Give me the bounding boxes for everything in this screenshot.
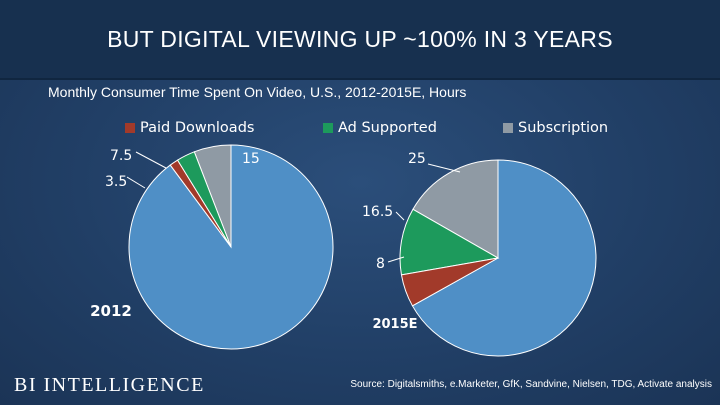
leader-line-subscription [427,163,461,173]
data-label-paid-downloads: 3.5 [105,174,127,190]
leader-line-ad-supported [395,211,405,221]
data-label-subscription: 25 [408,151,426,167]
data-label-ad-supported: 7.5 [110,148,132,164]
pie-slice-paid-downloads [400,257,499,307]
pie-2012: 3.5 7.5 15 [105,144,334,350]
pie-label-2012: 2012 [90,302,132,320]
legend-swatch-ad-supported [323,123,333,133]
legend-swatch-paid-downloads [125,123,135,133]
data-label-ad-supported: 16.5 [362,204,393,220]
legend-swatch-subscription [503,123,513,133]
pie-slice-ad-supported [399,208,500,276]
data-label-subscription: 15 [242,151,260,167]
leader-line-ad-supported [135,151,167,169]
data-label-paid-downloads: 8 [376,256,385,272]
chart-title: Monthly Consumer Time Spent On Video, U.… [48,84,467,100]
legend-label-subscription: Subscription [518,120,609,136]
pie-slice-paid-downloads [169,159,232,248]
legend-item-subscription: Subscription [503,120,608,136]
leader-line-paid-downloads [126,176,146,189]
source-note: Source: Digitalsmiths, e.Marketer, GfK, … [350,379,712,390]
title-bar: BUT DIGITAL VIEWING UP ~100% IN 3 YEARS [0,0,720,80]
pie-slice-subscription [412,159,499,259]
legend: Paid Downloads Ad Supported Subscription [0,120,720,140]
pie-2015e: 8 16.5 25 [362,151,597,357]
page-title: BUT DIGITAL VIEWING UP ~100% IN 3 YEARS [107,26,613,52]
legend-item-paid-downloads: Paid Downloads [125,120,254,136]
legend-label-ad-supported: Ad Supported [338,120,437,136]
pie-label-2015e: 2015E [372,317,417,332]
legend-item-ad-supported: Ad Supported [323,120,437,136]
bi-intelligence-logo: BI INTELLIGENCE [14,374,205,396]
pie-slice-remainder [411,159,597,357]
legend-label-paid-downloads: Paid Downloads [140,120,255,136]
leader-line-paid-downloads [387,256,405,263]
